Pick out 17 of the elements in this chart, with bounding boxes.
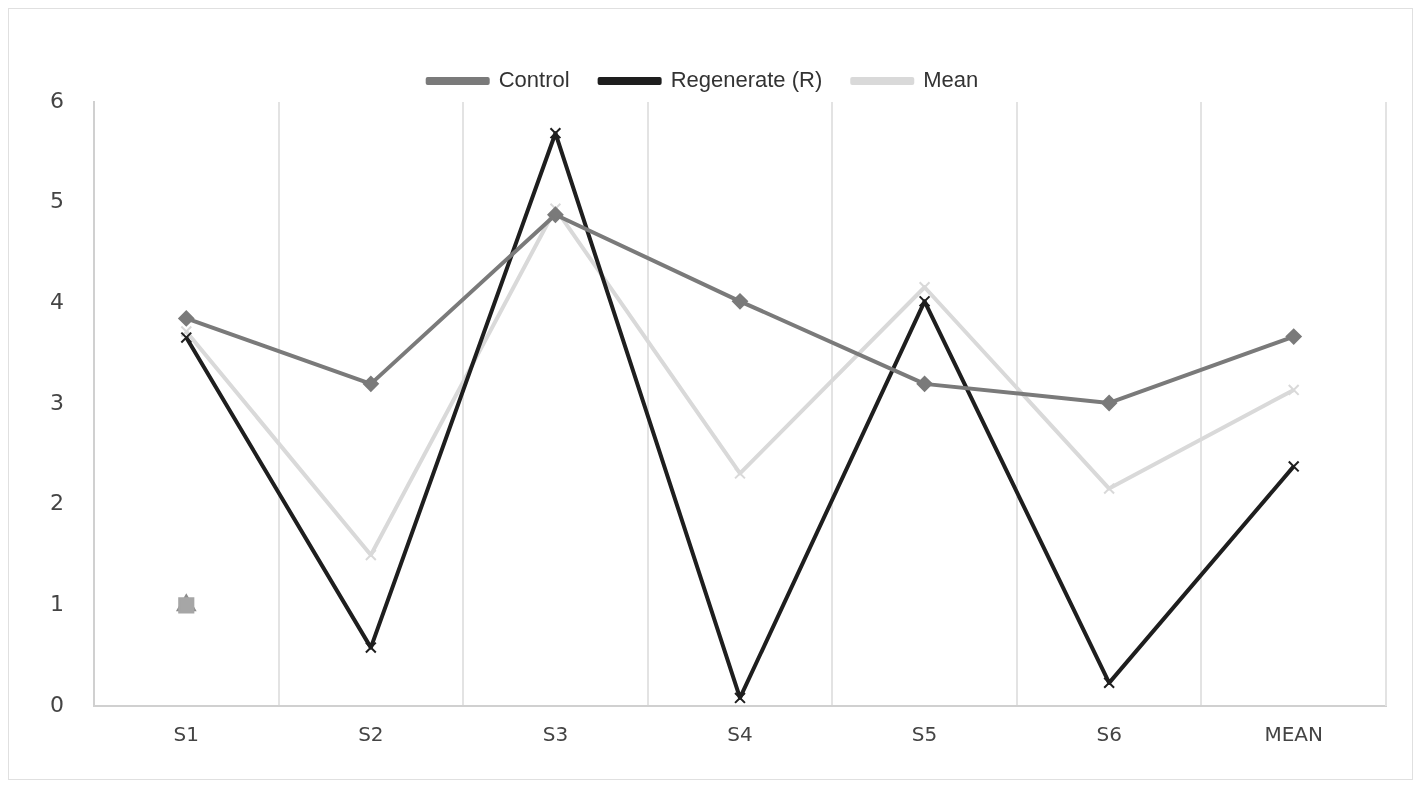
y-tick-label: 3 — [50, 389, 64, 415]
x-tick-label: S4 — [727, 722, 753, 747]
legend-label: Regenerate (R) — [670, 67, 823, 93]
x-tick-label: S3 — [542, 722, 569, 747]
y-tick-label: 0 — [50, 691, 64, 717]
x-tick-label: S1 — [173, 722, 199, 747]
y-tick-label: 4 — [50, 289, 64, 315]
y-tick-label: 5 — [50, 188, 64, 214]
legend-label: Control — [498, 67, 570, 93]
x-tick-label: S2 — [358, 722, 384, 747]
legend-label: Mean — [923, 67, 979, 93]
y-tick-label: 1 — [50, 591, 64, 617]
x-tick-label: S6 — [1096, 722, 1122, 747]
y-tick-label: 2 — [50, 490, 64, 516]
x-tick-label: MEAN — [1264, 722, 1323, 747]
x-tick-label: S5 — [911, 722, 938, 747]
y-tick-label: 6 — [50, 87, 64, 113]
